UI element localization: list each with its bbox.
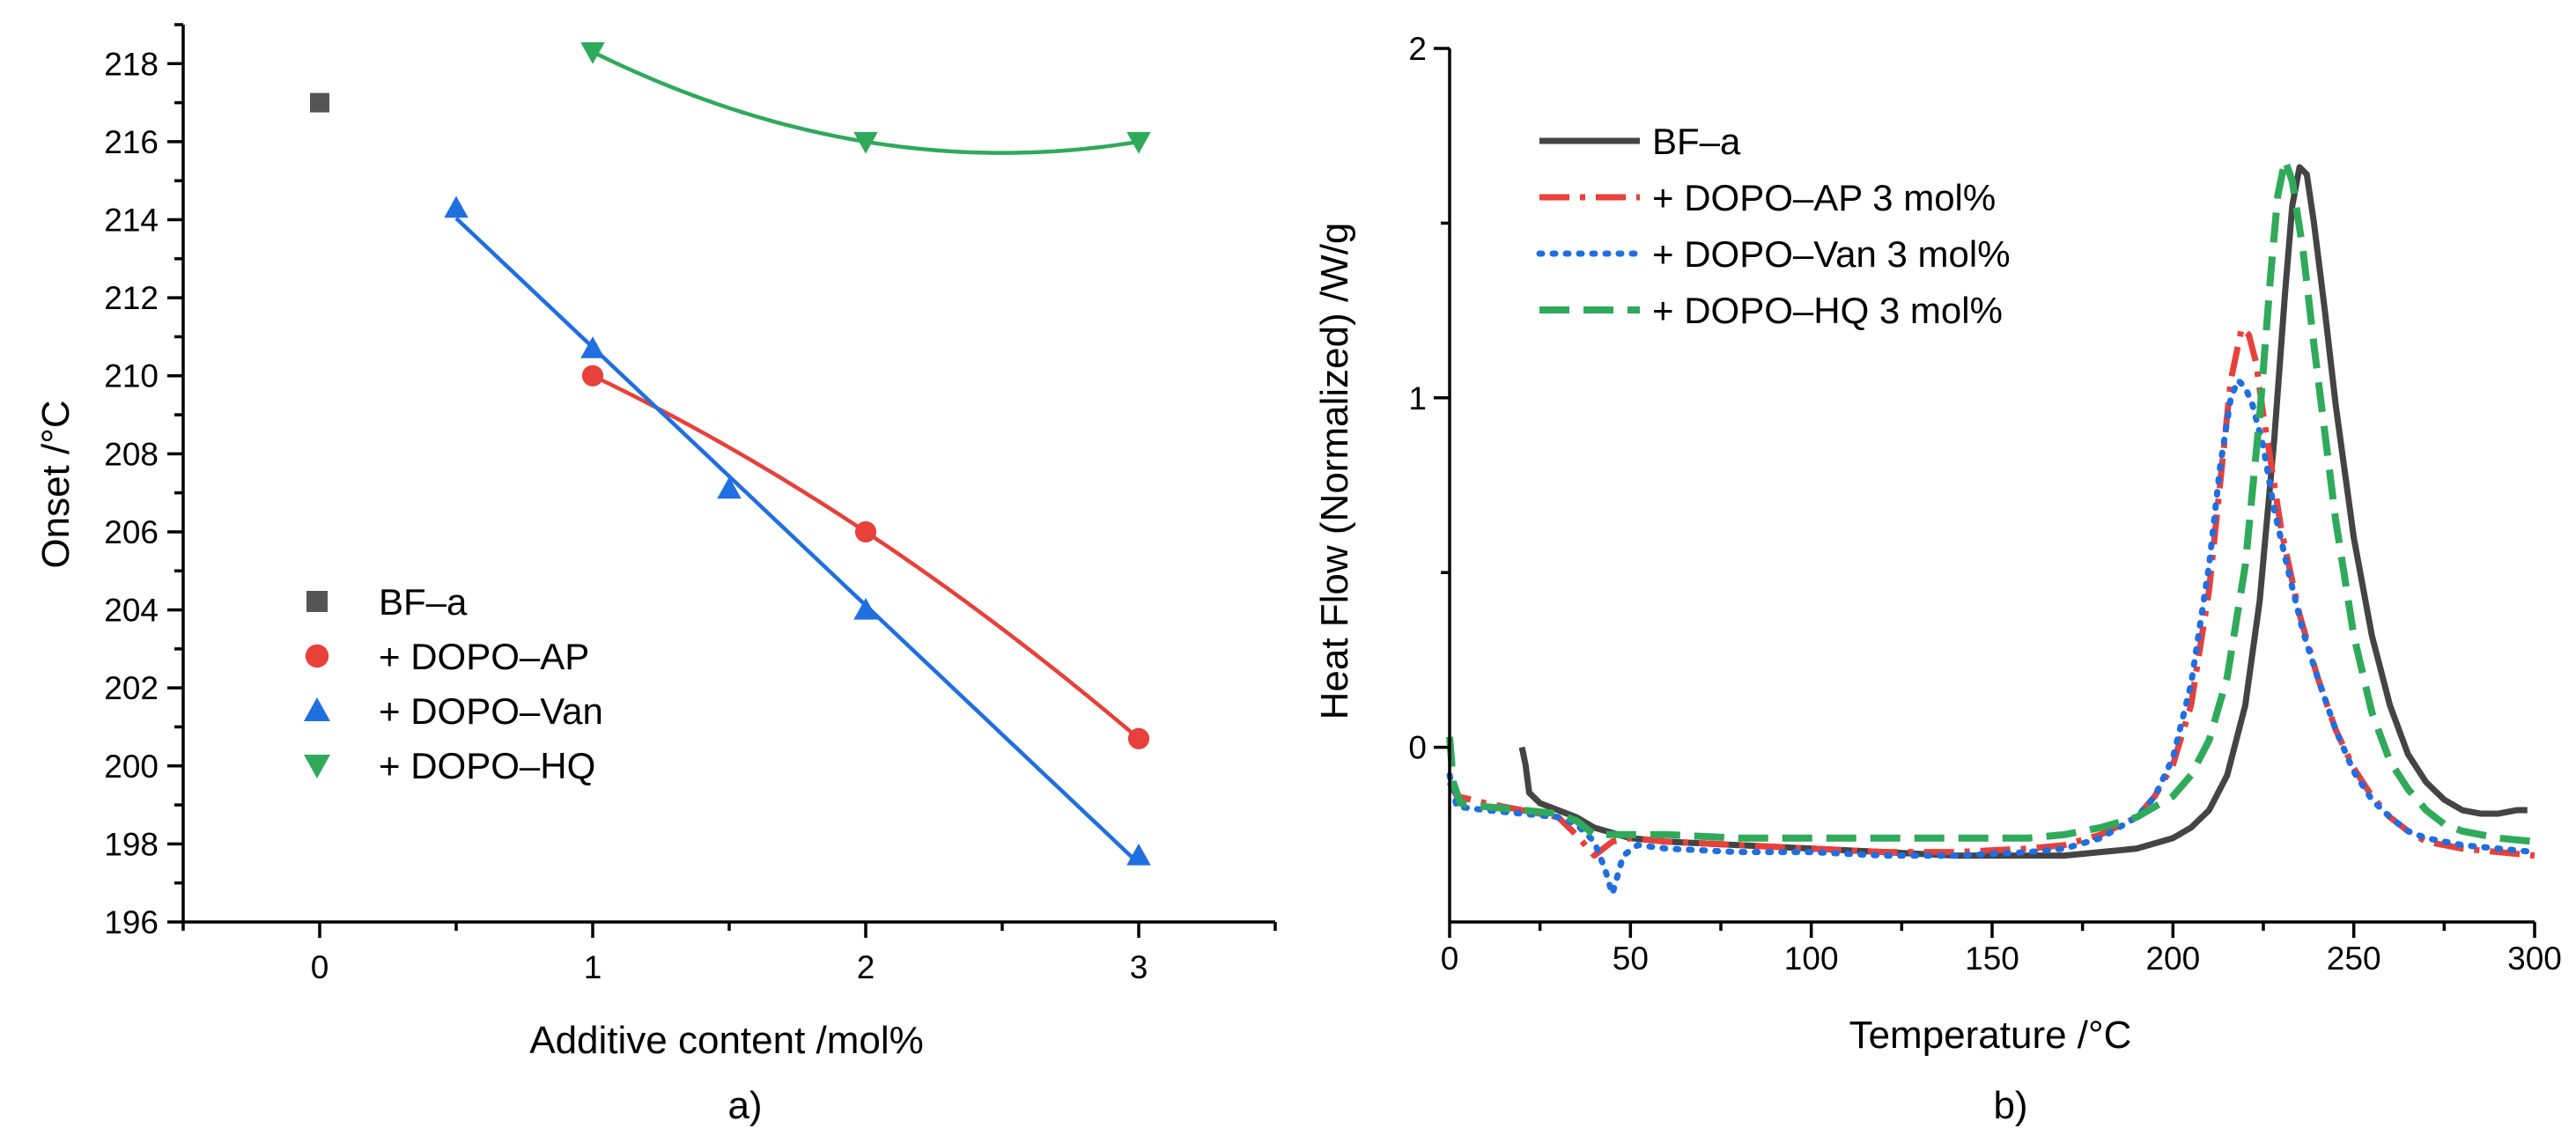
panel-a-legend: BF–a + DOPO–AP + DOPO–Van + DOPO–HQ: [304, 581, 603, 786]
panel-b-y-tick-label: 2: [1408, 31, 1427, 67]
panel-a-marks: [310, 42, 1151, 866]
panel-a-data-point-bf-a: [310, 92, 329, 113]
panel-a-y-tick-label: 208: [104, 436, 159, 472]
panel-b-axes: 0 1 2 0 50 100 150 200 250 300: [1408, 31, 2561, 977]
panel-b-legend-label-bf-a: BF–a: [1652, 121, 1741, 162]
panel-a-y-tick-label: 198: [104, 826, 159, 862]
panel-a-fit-curve-dopo-ap: [592, 373, 1140, 741]
panel-a-data-point-dopo-hq: [580, 42, 605, 64]
panel-a-y-tick-label: 216: [104, 124, 159, 160]
panel-b-legend: BF–a + DOPO–AP 3 mol% + DOPO–Van 3 mol% + D…: [1536, 121, 2011, 331]
panel-a-onset-chart: 196 198 200 202 204 206 208 210 212 214 216 218 0 1 2 3…: [34, 23, 1277, 1127]
panel-b-curve-dopo-hq-3-mol: [1446, 156, 2535, 845]
panel-a-y-tick-label: 200: [104, 748, 159, 785]
panel-a-y-tick-label: 202: [104, 670, 159, 706]
panel-a-x-tick-label: 1: [584, 949, 602, 985]
panel-a-y-axis-title: Onset /°C: [34, 400, 78, 568]
panel-a-legend-label-dopo-hq: + DOPO–HQ: [379, 745, 595, 786]
panel-a-data-point-dopo-ap: [581, 365, 604, 387]
panel-b-legend-label-dopo-van-3-mol: + DOPO–Van 3 mol%: [1652, 233, 2011, 275]
panel-a-y-tick-label: 196: [104, 904, 159, 940]
panel-a-legend-marker-dopo-ap: [305, 644, 329, 668]
panel-b-y-axis-title: Heat Flow (Normalized) /W/g: [1313, 223, 1356, 720]
panel-b-label: b): [1993, 1084, 2027, 1127]
panel-b-x-tick-label: 100: [1784, 940, 1839, 977]
panel-a-data-point-dopo-van: [444, 195, 469, 218]
panel-a-data-point-dopo-hq: [853, 131, 878, 154]
panel-a-label: a): [727, 1084, 762, 1127]
panel-a-y-tick-label: 204: [104, 593, 159, 629]
panel-a-data-point-dopo-ap: [1127, 727, 1150, 749]
panel-a-y-tick-label: 214: [104, 203, 159, 239]
panel-b-y-tick-label: 1: [1408, 380, 1427, 417]
panel-b-y-tick-label: 0: [1408, 730, 1427, 766]
panel-a-data-point-dopo-hq: [1126, 131, 1151, 154]
panel-a-legend-marker-dopo-van: [304, 697, 330, 721]
panel-b-x-tick-label: 300: [2507, 940, 2562, 977]
panel-b-x-tick-label: 250: [2327, 940, 2381, 977]
panel-a-y-tick-label: 212: [104, 280, 159, 316]
panel-a-legend-marker-dopo-hq: [304, 755, 330, 778]
panel-a-legend-label-bf-a: BF–a: [379, 581, 468, 623]
panel-a-data-point-dopo-ap: [854, 520, 877, 543]
panel-b-x-axis-title: Temperature /°C: [1849, 1014, 2132, 1057]
panel-b-x-tick-label: 200: [2145, 940, 2200, 977]
panel-a-data-point-dopo-van: [1126, 843, 1151, 866]
panel-a-legend-marker-bf-a: [306, 591, 328, 612]
panel-a-fit-curve-dopo-van: [454, 217, 1140, 866]
panel-a-y-tick-label: 218: [104, 46, 159, 82]
panel-a-x-axis-title: Additive content /mol%: [529, 1019, 924, 1062]
panel-b-x-tick-label: 0: [1441, 940, 1459, 977]
panel-a-axes: 196 198 200 202 204 206 208 210 212 214 216 218 0 1 2 3: [104, 23, 1277, 985]
panel-a-legend-label-dopo-van: + DOPO–Van: [379, 690, 603, 732]
panel-b-heat-flow-chart: 0 1 2 0 50 100 150 200 250 300 Temperature /°C He…: [1313, 31, 2562, 1127]
panel-a-data-point-dopo-van: [717, 476, 742, 499]
panel-b-legend-label-dopo-hq-3-mol: + DOPO–HQ 3 mol%: [1652, 290, 2003, 331]
panel-a-y-tick-label: 210: [104, 358, 159, 395]
panel-b-x-tick-label: 150: [1965, 940, 2019, 977]
panel-b-legend-label-dopo-ap-3-mol: + DOPO–AP 3 mol%: [1652, 177, 1996, 218]
panel-a-x-tick-label: 0: [311, 949, 329, 985]
panel-a-x-tick-label: 3: [1130, 949, 1148, 985]
panel-b-x-tick-label: 50: [1613, 940, 1649, 977]
panel-b-curve-dopo-van-3-mol: [1446, 377, 2538, 897]
panel-a-x-tick-label: 2: [857, 949, 875, 985]
panel-b-marks: [1446, 156, 2538, 897]
panel-a-data-point-dopo-van: [580, 336, 605, 358]
panel-a-legend-label-dopo-ap: + DOPO–AP: [379, 636, 589, 677]
panel-a-data-point-dopo-van: [853, 597, 878, 620]
panel-b-curve-dopo-ap-3-mol: [1446, 324, 2535, 859]
panel-a-y-tick-label: 206: [104, 514, 159, 550]
